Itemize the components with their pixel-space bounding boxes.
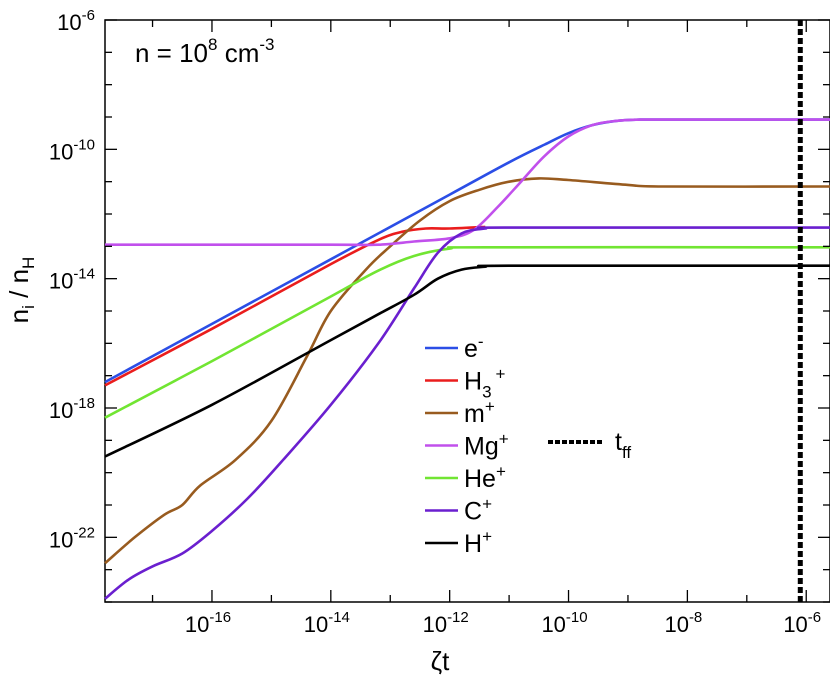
legend-label-m+: m+ [464,397,495,428]
legend: e-H3+m+Mg+He+C+H+ [425,332,509,558]
annotation-base: n = 10 [135,38,208,68]
x-axis-title: ζt [431,646,450,676]
annotation-unit-exp: -3 [259,35,274,54]
x-tick-label: 10-16 [185,609,231,637]
series-line-H3+ [105,227,485,386]
tff-legend: tff [548,428,631,462]
legend-label-H3+: H3+ [464,365,506,402]
series-line-Mg+ [105,120,830,245]
annotation-exp: 8 [208,35,217,54]
density-annotation: n = 108 cm-3 [135,35,275,68]
tff-legend-label: tff [615,428,631,462]
x-tick-label: 10-10 [541,609,587,637]
x-tick-label: 10-12 [423,609,469,637]
y-tick-label: 10-10 [49,136,95,164]
y-axis-title: ni / nH [4,257,38,324]
y-title-h-sub: H [19,257,38,269]
legend-label-H+: H+ [464,527,492,558]
y-tick-label: 10-22 [49,524,95,552]
legend-label-C+: C+ [464,495,492,526]
chart: 10-16 10-14 10-12 10-10 10-8 10-6 10-6 10-10 10… [0,0,830,683]
y-tick-label: 10-6 [57,7,95,35]
tff-sub: ff [622,443,631,462]
tff-t: t [615,428,622,456]
legend-label-e-: e- [464,332,484,363]
y-tick-label: 10-14 [49,266,95,294]
legend-label-Mg+: Mg+ [464,430,509,461]
y-title-n: n [4,309,34,323]
legend-label-He+: He+ [464,462,506,493]
x-tick-label: 10-8 [664,609,702,637]
annotation-unit: cm [217,38,259,68]
y-title-h: n [4,269,34,283]
x-tick-label: 10-14 [304,609,350,637]
y-tick-label: 10-18 [49,395,95,423]
x-tick-label: 10-6 [783,609,821,637]
y-title-slash: / [4,283,34,305]
